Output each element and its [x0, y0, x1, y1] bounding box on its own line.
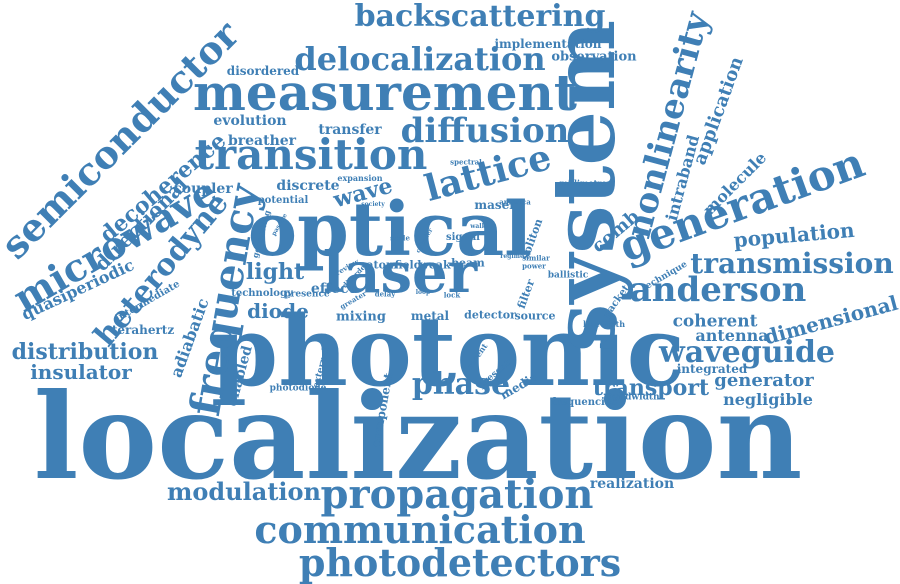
cloud-word-power: power: [522, 261, 546, 271]
cloud-word-effect: effect: [310, 281, 356, 297]
cloud-word-implementation: implementation: [494, 37, 602, 51]
cloud-word-backscattering: backscattering: [354, 0, 606, 34]
cloud-word-ballistic: ballistic: [547, 270, 589, 281]
cloud-word-generator: generator: [714, 370, 814, 391]
cloud-word-regime: regime: [500, 253, 524, 260]
cloud-word-field: field: [394, 258, 422, 272]
cloud-word-scale: scale: [390, 233, 410, 243]
cloud-word-disordered: disordered: [226, 64, 300, 78]
cloud-word-detector: detector: [464, 308, 516, 322]
cloud-word-spectral: spectral: [450, 157, 482, 167]
cloud-word-technology: technology: [231, 288, 293, 299]
cloud-word-source: source: [514, 309, 556, 323]
cloud-word-distribution: distribution: [11, 339, 159, 365]
cloud-word-loop: loop: [415, 289, 431, 296]
cloud-word-waveguide: waveguide: [658, 335, 836, 370]
cloud-word-weak: weak: [419, 258, 451, 272]
cloud-word-diffusion: diffusion: [400, 111, 570, 151]
cloud-word-transmission: transmission: [690, 247, 894, 280]
cloud-word-beam: beam: [451, 256, 485, 270]
cloud-word-maser: maser: [474, 198, 516, 212]
cloud-word-photonic: photonic: [210, 295, 686, 408]
cloud-word-photodetectors: photodetectors: [298, 540, 622, 584]
cloud-word-delay: delay: [374, 289, 396, 299]
cloud-word-bandwidth: bandwidth: [606, 392, 660, 403]
cloud-word-metal: metal: [410, 309, 450, 323]
cloud-word-discrete: discrete: [276, 178, 340, 194]
cloud-word-terahertz: terahertz: [111, 323, 175, 337]
cloud-word-anderson: anderson: [629, 270, 807, 310]
cloud-word-photodiode: photodiode: [269, 383, 327, 394]
cloud-word-observation: observation: [551, 49, 637, 65]
cloud-word-localization: localization: [33, 367, 803, 506]
cloud-word-atom: atom: [366, 258, 398, 272]
cloud-word-realization: realization: [589, 476, 675, 492]
cloud-word-society: society: [361, 201, 385, 208]
cloud-word-signal: signal: [446, 232, 480, 243]
cloud-word-transfer: transfer: [318, 122, 382, 138]
cloud-word-lock: lock: [443, 290, 461, 300]
cloud-word-frequencies: frequencies: [551, 397, 617, 408]
cloud-word-optical: optical: [247, 187, 533, 273]
cloud-word-negligible: negligible: [723, 390, 813, 409]
cloud-word-modulation: modulation: [167, 477, 321, 506]
cloud-word-linewidth: linewidth: [582, 319, 626, 329]
cloud-word-transport: transport: [592, 375, 710, 401]
cloud-word-integrated: integrated: [676, 362, 748, 376]
cloud-word-communication: communication: [254, 507, 586, 552]
cloud-word-light: light: [245, 259, 305, 285]
cloud-word-diode: diode: [247, 299, 309, 323]
cloud-word-breather: breather: [227, 133, 297, 149]
cloud-word-delocalization: delocalization: [294, 40, 546, 78]
cloud-word-mixing: mixing: [336, 309, 386, 325]
cloud-word-propagation: propagation: [320, 471, 594, 518]
cloud-word-millimetre: millimetre: [559, 178, 607, 188]
cloud-word-coherent: coherent: [672, 311, 758, 332]
cloud-word-expansion: expansion: [337, 173, 383, 183]
cloud-word-transition: transition: [194, 130, 428, 179]
cloud-word-america: america: [499, 197, 531, 207]
cloud-word-evolution: evolution: [213, 113, 287, 129]
cloud-word-similar: similar: [522, 253, 550, 263]
cloud-word-insulator: insulator: [30, 360, 132, 384]
cloud-word-potential: potential: [257, 195, 309, 206]
cloud-word-measurement: measurement: [193, 63, 577, 122]
cloud-word-presence: presence: [284, 289, 330, 300]
cloud-word-coupler: coupler: [173, 181, 233, 197]
cloud-word-laser: laser: [322, 240, 478, 306]
cloud-word-phase: phase: [411, 367, 511, 402]
cloud-word-walk: walk: [470, 223, 486, 230]
cloud-word-antenna: antenna: [695, 326, 769, 345]
